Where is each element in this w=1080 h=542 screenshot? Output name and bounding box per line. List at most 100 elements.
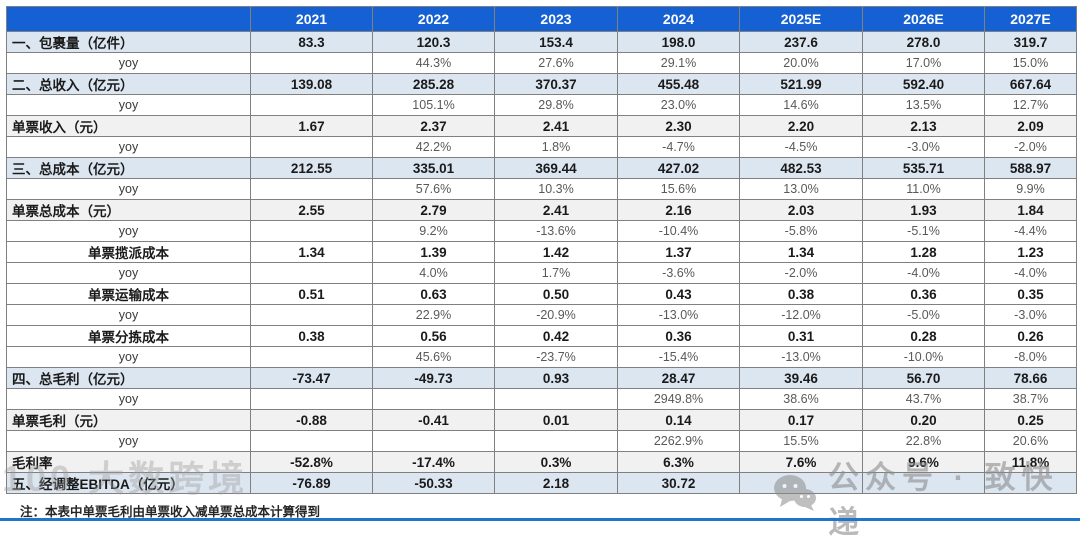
table-cell: 482.53	[739, 157, 863, 179]
table-cell: 2.20	[739, 115, 863, 137]
table-cell: -13.6%	[494, 220, 618, 242]
table-cell: 57.6%	[372, 178, 495, 200]
table-cell: -0.41	[372, 409, 495, 431]
row-label: 一、包裹量（亿件）	[6, 31, 251, 53]
table-cell: 105.1%	[372, 94, 495, 116]
table-cell: -52.8%	[250, 451, 373, 473]
row-label: yoy	[6, 136, 251, 158]
table-cell	[250, 262, 373, 284]
table-cell: -4.4%	[984, 220, 1077, 242]
table-cell: 9.6%	[862, 451, 985, 473]
row-label: yoy	[6, 388, 251, 410]
table-cell: -5.8%	[739, 220, 863, 242]
table-row: 单票收入（元） 1.67 2.37 2.41 2.30 2.20 2.13 2.09	[6, 115, 1077, 137]
table-cell: 2.13	[862, 115, 985, 137]
table-cell: 2.09	[984, 115, 1077, 137]
table-cell: 667.64	[984, 73, 1077, 95]
table-cell: 370.37	[494, 73, 618, 95]
table-cell: 2.16	[617, 199, 740, 221]
table-cell: 335.01	[372, 157, 495, 179]
table-cell: 1.8%	[494, 136, 618, 158]
table-cell: -12.0%	[739, 304, 863, 326]
table-cell: 0.01	[494, 409, 618, 431]
table-cell: 1.42	[494, 241, 618, 263]
table-cell: 22.9%	[372, 304, 495, 326]
table-cell: -49.73	[372, 367, 495, 389]
table-cell: 0.25	[984, 409, 1077, 431]
table-cell: 13.0%	[739, 178, 863, 200]
table-cell: 0.36	[617, 325, 740, 347]
table-cell: 2.41	[494, 115, 618, 137]
table-cell: 2.30	[617, 115, 740, 137]
table-cell: 0.35	[984, 283, 1077, 305]
table-cell: 0.56	[372, 325, 495, 347]
table-cell: 15.6%	[617, 178, 740, 200]
table-cell	[250, 94, 373, 116]
bottom-divider-bar	[0, 518, 1080, 521]
header-row: 2021 2022 2023 2024 2025E 2026E 2027E	[6, 6, 1077, 32]
table-cell: 13.5%	[862, 94, 985, 116]
table-cell: 212.55	[250, 157, 373, 179]
table-cell: 2.55	[250, 199, 373, 221]
table-cell: 1.34	[739, 241, 863, 263]
table-row: yoy 42.2% 1.8% -4.7% -4.5% -3.0% -2.0%	[6, 136, 1077, 158]
row-label: 单票毛利（元）	[6, 409, 251, 431]
table-cell: 2262.9%	[617, 430, 740, 452]
table-cell: 22.8%	[862, 430, 985, 452]
row-label: 单票揽派成本	[6, 241, 251, 263]
table-cell: -10.4%	[617, 220, 740, 242]
table-cell: 10.3%	[494, 178, 618, 200]
table-cell: -17.4%	[372, 451, 495, 473]
table-cell: 78.66	[984, 367, 1077, 389]
table-cell: 7.6%	[739, 451, 863, 473]
table-cell	[372, 388, 495, 410]
table-cell: -3.0%	[984, 304, 1077, 326]
table-cell: 0.20	[862, 409, 985, 431]
table-cell: 1.39	[372, 241, 495, 263]
table-row: 三、总成本（亿元） 212.55 335.01 369.44 427.02 482.53 5…	[6, 157, 1077, 179]
table-cell: 0.50	[494, 283, 618, 305]
table-cell: 1.84	[984, 199, 1077, 221]
table-cell: 0.17	[739, 409, 863, 431]
table-cell: -8.0%	[984, 346, 1077, 368]
table-cell: -5.1%	[862, 220, 985, 242]
table-cell	[250, 52, 373, 74]
row-label: 单票运输成本	[6, 283, 251, 305]
table-cell: -23.7%	[494, 346, 618, 368]
table-cell	[372, 430, 495, 452]
table-cell: 14.6%	[739, 94, 863, 116]
table-cell: 28.47	[617, 367, 740, 389]
table-row: yoy 22.9% -20.9% -13.0% -12.0% -5.0% -3.0%	[6, 304, 1077, 326]
table-cell	[250, 136, 373, 158]
table-cell	[494, 430, 618, 452]
table-cell: 0.26	[984, 325, 1077, 347]
table-cell: 1.67	[250, 115, 373, 137]
table-cell: 535.71	[862, 157, 985, 179]
table-cell: 0.36	[862, 283, 985, 305]
table-cell: 56.70	[862, 367, 985, 389]
table-cell: 1.93	[862, 199, 985, 221]
table-cell: 15.5%	[739, 430, 863, 452]
table-cell: -15.4%	[617, 346, 740, 368]
table-row: 单票运输成本 0.51 0.63 0.50 0.43 0.38 0.36 0.35	[6, 283, 1077, 305]
table-cell: 2949.8%	[617, 388, 740, 410]
row-label: 单票分拣成本	[6, 325, 251, 347]
table-cell: 0.28	[862, 325, 985, 347]
table-cell: 12.7%	[984, 94, 1077, 116]
table-row: yoy 4.0% 1.7% -3.6% -2.0% -4.0% -4.0%	[6, 262, 1077, 284]
table-cell: 20.6%	[984, 430, 1077, 452]
year-header-cell: 2026E	[862, 6, 985, 32]
table-cell: 42.2%	[372, 136, 495, 158]
table-cell: -76.89	[250, 472, 373, 494]
table-cell: 0.93	[494, 367, 618, 389]
table-row: 四、总毛利（亿元） -73.47 -49.73 0.93 28.47 39.46 56.70…	[6, 367, 1077, 389]
table-cell: 9.2%	[372, 220, 495, 242]
row-label: 单票收入（元）	[6, 115, 251, 137]
table-cell: 38.6%	[739, 388, 863, 410]
table-cell: 4.0%	[372, 262, 495, 284]
table-row: 二、总收入（亿元） 139.08 285.28 370.37 455.48 521.99 5…	[6, 73, 1077, 95]
row-label: 三、总成本（亿元）	[6, 157, 251, 179]
row-label: yoy	[6, 262, 251, 284]
table-row: 一、包裹量（亿件） 83.3 120.3 153.4 198.0 237.6 278.0 31…	[6, 31, 1077, 53]
table-cell: 23.0%	[617, 94, 740, 116]
